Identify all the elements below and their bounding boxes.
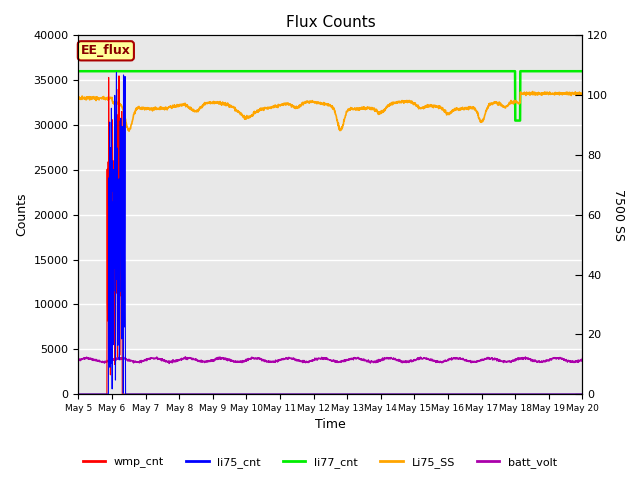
Legend: wmp_cnt, li75_cnt, li77_cnt, Li75_SS, batt_volt: wmp_cnt, li75_cnt, li77_cnt, Li75_SS, ba… [78, 452, 562, 472]
X-axis label: Time: Time [315, 419, 346, 432]
Y-axis label: 7500 SS: 7500 SS [612, 189, 625, 241]
Title: Flux Counts: Flux Counts [285, 15, 375, 30]
Text: EE_flux: EE_flux [81, 44, 131, 57]
Y-axis label: Counts: Counts [15, 193, 28, 237]
